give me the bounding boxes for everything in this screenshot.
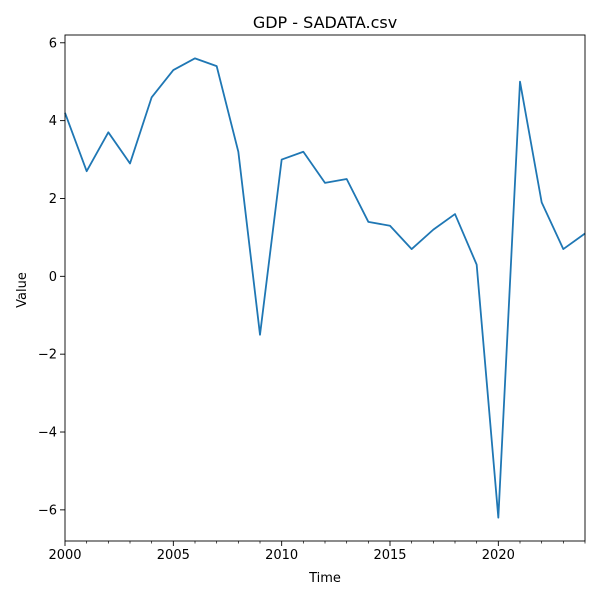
y-tick-label: −6 — [38, 503, 57, 518]
x-tick-label: 2000 — [48, 548, 81, 563]
x-tick-label: 2010 — [265, 548, 298, 563]
y-tick-label: 0 — [49, 270, 57, 285]
y-tick-label: −2 — [38, 348, 57, 363]
plot-area: 2000 2005 2010 2015 2020 −6 −4 −2 0 2 4 6 — [38, 34, 586, 563]
series-line-0 — [64, 57, 586, 519]
x-tick-label: 2005 — [157, 548, 190, 563]
x-tick-label: 2015 — [373, 548, 406, 563]
y-tick-label: 6 — [49, 36, 57, 51]
y-axis-title: Value — [15, 272, 30, 308]
plot-frame — [64, 34, 586, 542]
x-axis-title: Time — [308, 571, 341, 586]
x-tick-label: 2020 — [482, 548, 515, 563]
y-tick-label: 4 — [49, 114, 57, 129]
y-tick-label: 2 — [49, 192, 57, 207]
chart-title: GDP - SADATA.csv — [253, 13, 397, 32]
y-tick-label: −4 — [38, 426, 57, 441]
